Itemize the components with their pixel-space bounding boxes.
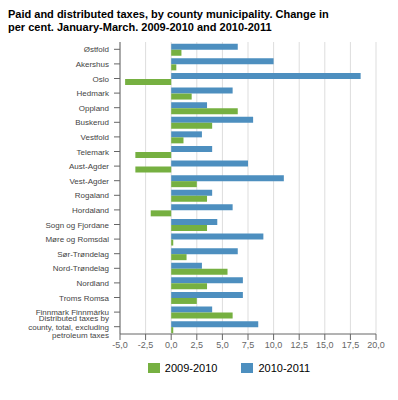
svg-text:-5,0: -5,0	[112, 340, 128, 350]
svg-text:Finnmark Finnmárku: Finnmark Finnmárku	[35, 308, 109, 318]
svg-text:15,0: 15,0	[316, 340, 334, 350]
svg-text:Troms Romsa: Troms Romsa	[59, 294, 109, 303]
html-text:per cent. January-March. 2009-: per cent. January-March. 2009-2010 and 2…	[8, 21, 272, 33]
svg-text:Sør-Trøndelag: Sør-Trøndelag	[57, 250, 109, 259]
svg-text:Hordaland: Hordaland	[72, 206, 109, 215]
html-text:2009-2010: 2009-2010	[164, 362, 218, 374]
svg-text:Nordland: Nordland	[77, 279, 109, 288]
svg-text:20,0: 20,0	[367, 340, 385, 350]
svg-text:Vestfold: Vestfold	[81, 133, 109, 142]
svg-text:Sogn og Fjordane: Sogn og Fjordane	[45, 221, 109, 230]
html-text:2010-2011: 2010-2011	[258, 362, 311, 374]
svg-text:Telemark: Telemark	[77, 148, 110, 157]
svg-text:Hedmark: Hedmark	[77, 89, 110, 98]
svg-text:Rogaland: Rogaland	[75, 191, 109, 200]
svg-text:Oslo: Oslo	[93, 75, 110, 84]
svg-text:Akershus: Akershus	[76, 60, 109, 69]
svg-text:Oppland: Oppland	[79, 104, 109, 113]
svg-text:Vest-Agder: Vest-Agder	[69, 177, 109, 186]
svg-text:2,5: 2,5	[191, 340, 204, 350]
html-text:Paid and distributed taxes, by: Paid and distributed taxes, by county mu…	[8, 8, 329, 20]
svg-text:0,0: 0,0	[165, 340, 178, 350]
svg-text:12,5: 12,5	[290, 340, 308, 350]
svg-text:17,5: 17,5	[342, 340, 360, 350]
svg-text:Østfold: Østfold	[84, 45, 109, 54]
svg-text:-2,5: -2,5	[138, 340, 154, 350]
svg-text:10,0: 10,0	[265, 340, 283, 350]
svg-text:Nord-Trøndelag: Nord-Trøndelag	[53, 264, 109, 273]
svg-text:5,0: 5,0	[216, 340, 229, 350]
svg-text:Aust-Agder: Aust-Agder	[69, 162, 109, 171]
svg-text:Møre og Romsdal: Møre og Romsdal	[45, 235, 109, 244]
svg-text:Distributed taxes bycounty, to: Distributed taxes bycounty, total, exclu…	[28, 314, 109, 340]
svg-text:Buskerud: Buskerud	[75, 118, 109, 127]
svg-text:7,5: 7,5	[242, 340, 255, 350]
